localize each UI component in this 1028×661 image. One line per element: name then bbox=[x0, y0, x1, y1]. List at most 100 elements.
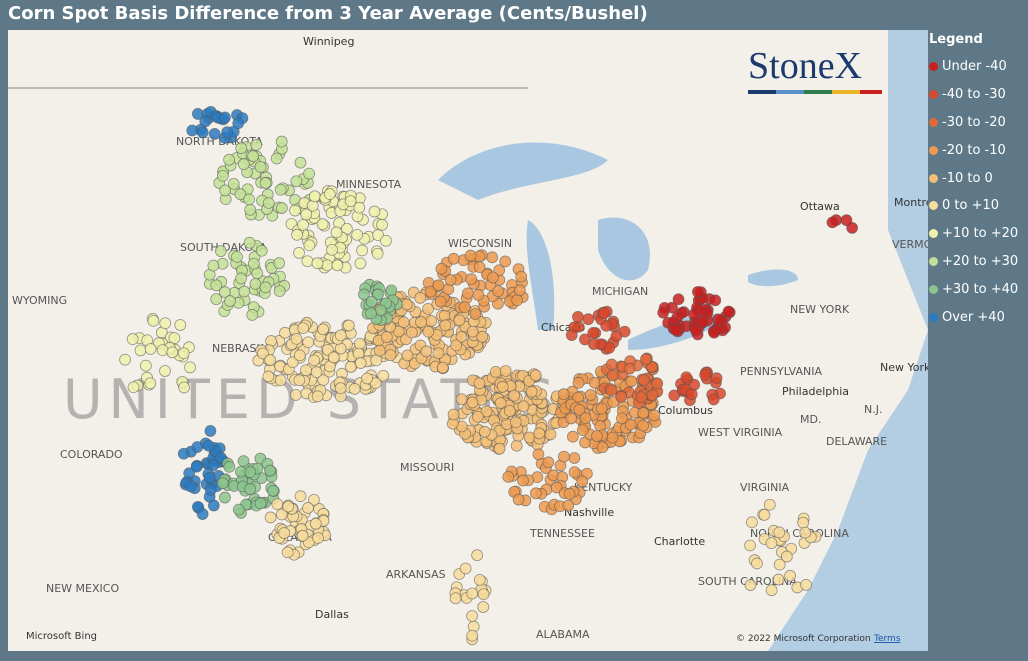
location-dot bbox=[244, 203, 257, 216]
location-dot bbox=[563, 487, 576, 500]
location-dot bbox=[207, 459, 220, 472]
place-label: WISCONSIN bbox=[448, 237, 512, 250]
location-dot bbox=[509, 416, 522, 429]
location-dot bbox=[744, 579, 757, 591]
location-dot bbox=[303, 239, 316, 252]
location-dot bbox=[591, 430, 603, 443]
location-dot bbox=[587, 338, 600, 350]
legend-item[interactable]: 0 to +10 bbox=[929, 192, 1018, 220]
place-label: Columbus bbox=[658, 404, 713, 417]
location-dot bbox=[308, 494, 320, 506]
location-dot bbox=[377, 369, 390, 382]
legend-title: Legend bbox=[929, 32, 983, 47]
location-dot bbox=[533, 427, 546, 440]
legend-item[interactable]: -40 to -30 bbox=[929, 81, 1018, 109]
location-dot bbox=[691, 285, 704, 298]
location-dot bbox=[690, 324, 702, 337]
location-dot bbox=[247, 257, 260, 270]
location-dot bbox=[568, 466, 581, 479]
location-dot bbox=[327, 351, 340, 364]
logo-text: StoneX bbox=[748, 45, 862, 87]
location-dot bbox=[596, 441, 609, 454]
legend-item[interactable]: +30 to +40 bbox=[929, 275, 1018, 303]
legend-item[interactable]: Over +40 bbox=[929, 303, 1018, 331]
location-dot bbox=[606, 369, 619, 382]
location-dot bbox=[273, 285, 286, 297]
location-dot bbox=[279, 326, 291, 339]
location-dot bbox=[358, 288, 370, 301]
legend-item[interactable]: -20 to -10 bbox=[929, 136, 1018, 164]
location-dot bbox=[465, 273, 478, 286]
location-dot bbox=[244, 466, 257, 479]
place-label: NEW MEXICO bbox=[46, 582, 119, 595]
location-dot bbox=[361, 372, 373, 385]
location-dot bbox=[473, 261, 486, 274]
location-dot bbox=[274, 374, 287, 387]
location-dot bbox=[216, 477, 229, 490]
attribution: Microsoft Bing bbox=[26, 631, 97, 642]
location-dot bbox=[356, 244, 368, 257]
legend-label: Over +40 bbox=[942, 309, 1005, 325]
location-dot bbox=[376, 218, 388, 231]
location-dot bbox=[799, 526, 812, 539]
location-dot bbox=[469, 308, 482, 320]
location-dot bbox=[565, 329, 578, 341]
location-dot bbox=[558, 450, 570, 463]
location-dot bbox=[177, 447, 190, 460]
location-dot bbox=[425, 315, 438, 327]
legend-item[interactable]: Under -40 bbox=[929, 53, 1018, 81]
location-dot bbox=[401, 349, 414, 362]
terms-link[interactable]: Terms bbox=[873, 634, 901, 644]
logo: StoneX bbox=[748, 45, 882, 94]
location-dot bbox=[638, 374, 650, 387]
legend-label: +20 to +30 bbox=[942, 253, 1019, 269]
location-dot bbox=[572, 310, 584, 323]
location-dot bbox=[584, 389, 597, 401]
location-dot bbox=[492, 285, 505, 298]
legend-swatch bbox=[929, 90, 938, 100]
location-dot bbox=[784, 569, 797, 582]
location-dot bbox=[184, 480, 197, 493]
location-dot bbox=[588, 376, 601, 389]
location-dot bbox=[826, 216, 839, 229]
location-dot bbox=[224, 295, 236, 307]
legend-swatch bbox=[929, 201, 938, 211]
ocean bbox=[768, 30, 928, 651]
location-dot bbox=[231, 250, 243, 263]
location-dot bbox=[707, 393, 720, 406]
location-dot bbox=[275, 135, 288, 148]
location-dot bbox=[473, 377, 486, 390]
location-dot bbox=[353, 337, 366, 350]
location-dot bbox=[414, 291, 427, 304]
location-dot bbox=[517, 474, 529, 487]
location-dot bbox=[587, 326, 600, 339]
location-dot bbox=[672, 293, 685, 306]
location-dot bbox=[243, 193, 256, 206]
location-dot bbox=[380, 331, 393, 343]
location-dot bbox=[210, 279, 223, 292]
location-dot bbox=[699, 369, 712, 381]
place-label: MICHIGAN bbox=[592, 285, 648, 298]
legend-item[interactable]: -30 to -20 bbox=[929, 109, 1018, 137]
place-label: New York bbox=[880, 361, 928, 374]
place-label: VERMONT bbox=[892, 238, 928, 251]
legend-item[interactable]: +20 to +30 bbox=[929, 248, 1018, 276]
location-dot bbox=[234, 188, 247, 201]
location-dot bbox=[232, 503, 245, 516]
location-dot bbox=[573, 403, 586, 416]
location-dot bbox=[466, 396, 479, 409]
place-label: Winnipeg bbox=[303, 35, 354, 48]
location-dot bbox=[344, 195, 357, 207]
legend-item[interactable]: -10 to 0 bbox=[929, 164, 1018, 192]
location-dot bbox=[477, 601, 490, 613]
location-dot bbox=[458, 301, 471, 314]
location-dot bbox=[436, 361, 449, 374]
location-dot bbox=[542, 456, 555, 469]
location-dot bbox=[494, 397, 507, 409]
location-dot bbox=[450, 339, 463, 352]
legend-item[interactable]: +10 to +20 bbox=[929, 220, 1018, 248]
location-dot bbox=[282, 500, 295, 513]
location-dot bbox=[259, 281, 272, 294]
location-dot bbox=[685, 388, 698, 401]
location-dot bbox=[247, 150, 260, 163]
